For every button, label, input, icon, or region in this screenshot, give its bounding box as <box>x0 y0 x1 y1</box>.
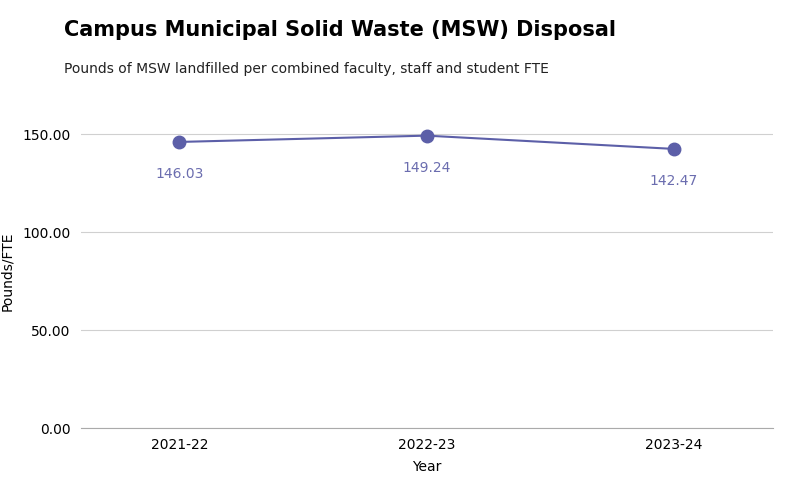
Text: 146.03: 146.03 <box>155 167 204 181</box>
X-axis label: Year: Year <box>412 460 441 474</box>
Text: Pounds of MSW landfilled per combined faculty, staff and student FTE: Pounds of MSW landfilled per combined fa… <box>64 62 549 76</box>
Y-axis label: Pounds/FTE: Pounds/FTE <box>0 232 14 311</box>
Text: Campus Municipal Solid Waste (MSW) Disposal: Campus Municipal Solid Waste (MSW) Dispo… <box>64 20 617 40</box>
Text: 149.24: 149.24 <box>402 161 451 175</box>
Text: 142.47: 142.47 <box>650 174 698 188</box>
